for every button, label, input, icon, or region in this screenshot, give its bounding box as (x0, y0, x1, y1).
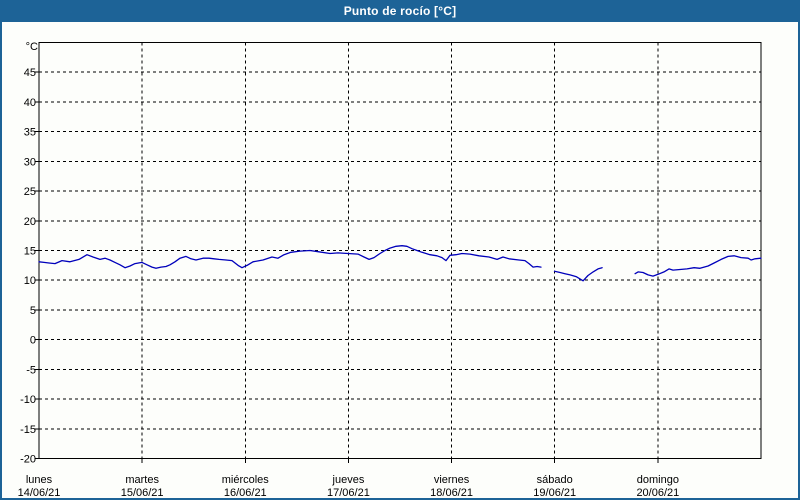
y-axis-tick-label: -5 (26, 364, 36, 376)
chart-title: Punto de rocío [°C] (343, 4, 457, 18)
chart-title-bar: Punto de rocío [°C] (2, 0, 798, 22)
x-axis-day-label: miércoles (222, 474, 270, 486)
y-axis-tick-label: 15 (24, 246, 36, 258)
x-axis-date-label: 14/06/21 (18, 487, 61, 498)
plot-border (38, 42, 762, 459)
y-axis-tick-label: 20 (24, 216, 36, 228)
x-axis-day-label: viernes (434, 474, 470, 486)
x-axis-date-label: 18/06/21 (430, 487, 473, 498)
y-axis-tick-label: -10 (20, 394, 36, 406)
y-axis-tick-label: 35 (24, 127, 36, 139)
y-axis-unit-label: °C (26, 41, 38, 53)
x-axis-date-label: 20/06/21 (636, 487, 679, 498)
dewpoint-line (553, 267, 603, 282)
y-axis-tick-label: 40 (24, 97, 36, 109)
x-axis-date-label: 19/06/21 (533, 487, 576, 498)
y-axis-tick-label: -15 (20, 424, 36, 436)
x-axis-day-label: martes (125, 474, 159, 486)
x-axis-day-label: lunes (26, 474, 53, 486)
x-axis-date-label: 16/06/21 (224, 487, 267, 498)
y-axis-tick-label: 0 (30, 335, 36, 347)
dewpoint-line (38, 245, 542, 269)
y-axis-tick-label: 25 (24, 186, 36, 198)
dewpoint-line (634, 255, 762, 277)
x-axis-date-label: 15/06/21 (121, 487, 164, 498)
y-axis-tick-label: 30 (24, 156, 36, 168)
y-axis-tick-label: 5 (30, 305, 36, 317)
y-axis-tick-label: 10 (24, 275, 36, 287)
x-axis-day-label: sábado (537, 474, 573, 486)
x-axis-day-label: domingo (637, 474, 679, 486)
y-axis-tick-label: 45 (24, 67, 36, 79)
y-axis-tick-label: -20 (20, 454, 36, 466)
x-axis-date-label: 17/06/21 (327, 487, 370, 498)
x-axis-day-label: jueves (332, 474, 365, 486)
dewpoint-chart: 45 40 35 30 25 20 15 10 5 0 -5 -10 -15 -20 °C lunes14/0… (18, 41, 762, 498)
